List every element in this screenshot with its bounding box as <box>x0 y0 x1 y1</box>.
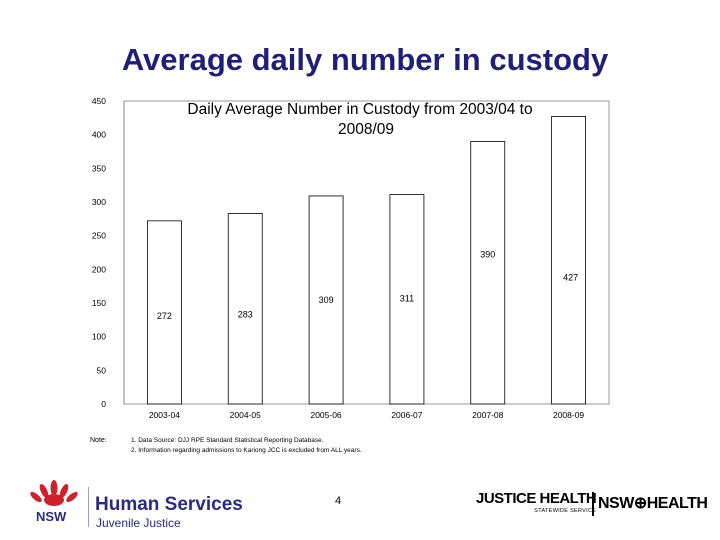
y-tick-label-400: 400 <box>92 130 106 140</box>
y-tick-label-250: 250 <box>92 231 106 241</box>
data-label-2008-09: 427 <box>563 272 578 282</box>
nsw-health-logo: NSW⊕HEALTH <box>598 495 708 512</box>
data-label-2003-04: 272 <box>157 311 172 321</box>
chart-title-line-1: Daily Average Number in Custody from 200… <box>187 101 532 118</box>
slide-title: Average daily number in custody <box>121 42 609 77</box>
data-label-2007-08: 390 <box>480 249 495 259</box>
nsw-government-waratah-logo: NSW <box>30 480 78 524</box>
y-tick-label-450: 450 <box>92 96 106 106</box>
data-label-2006-07: 311 <box>400 294 414 304</box>
svg-text:NSW: NSW <box>36 509 67 524</box>
bar-2003-04 <box>147 220 182 405</box>
bar-2008-09 <box>551 116 586 405</box>
x-tick-label-2003-04: 2003-04 <box>149 410 180 420</box>
justice-health-label: JUSTICE HEALTH <box>476 490 597 507</box>
note-label: Note: <box>90 437 107 444</box>
logo-divider <box>592 492 594 516</box>
x-tick-label-2007-08: 2007-08 <box>472 410 503 420</box>
bar-2005-06 <box>308 195 344 405</box>
human-services-label: Human Services <box>95 494 243 515</box>
x-tick-label-2004-05: 2004-05 <box>230 410 261 420</box>
plot-area <box>123 100 610 405</box>
y-tick-label-300: 300 <box>92 197 106 207</box>
y-tick-label-100: 100 <box>92 332 106 342</box>
juvenile-justice-label: Juvenile Justice <box>96 516 181 530</box>
note-line-2: 2. Information regarding admissions to K… <box>131 447 362 454</box>
data-label-2005-06: 309 <box>319 295 334 305</box>
footer-divider <box>88 487 89 527</box>
page-number: 4 <box>334 495 342 507</box>
y-tick-label-50: 50 <box>97 365 107 375</box>
x-tick-label-2006-07: 2006-07 <box>391 410 422 420</box>
bar-2006-07 <box>389 194 425 405</box>
y-tick-label-200: 200 <box>92 264 106 274</box>
justice-health-logo: JUSTICE HEALTH STATEWIDE SERVICE <box>476 490 597 514</box>
chart-title-line-2: 2008/09 <box>338 121 394 138</box>
statewide-service-label: STATEWIDE SERVICE <box>534 508 597 514</box>
bar-2004-05 <box>227 213 263 405</box>
bar-2007-08 <box>470 140 506 405</box>
note-line-1: 1. Data Source: DJJ RPE Standard Statist… <box>131 437 324 444</box>
y-tick-label-150: 150 <box>92 298 106 308</box>
data-label-2004-05: 283 <box>238 309 253 319</box>
y-tick-label-0: 0 <box>101 399 106 409</box>
x-tick-label-2005-06: 2005-06 <box>310 410 341 420</box>
x-tick-label-2008-09: 2008-09 <box>553 410 584 420</box>
y-tick-label-350: 350 <box>92 163 106 173</box>
